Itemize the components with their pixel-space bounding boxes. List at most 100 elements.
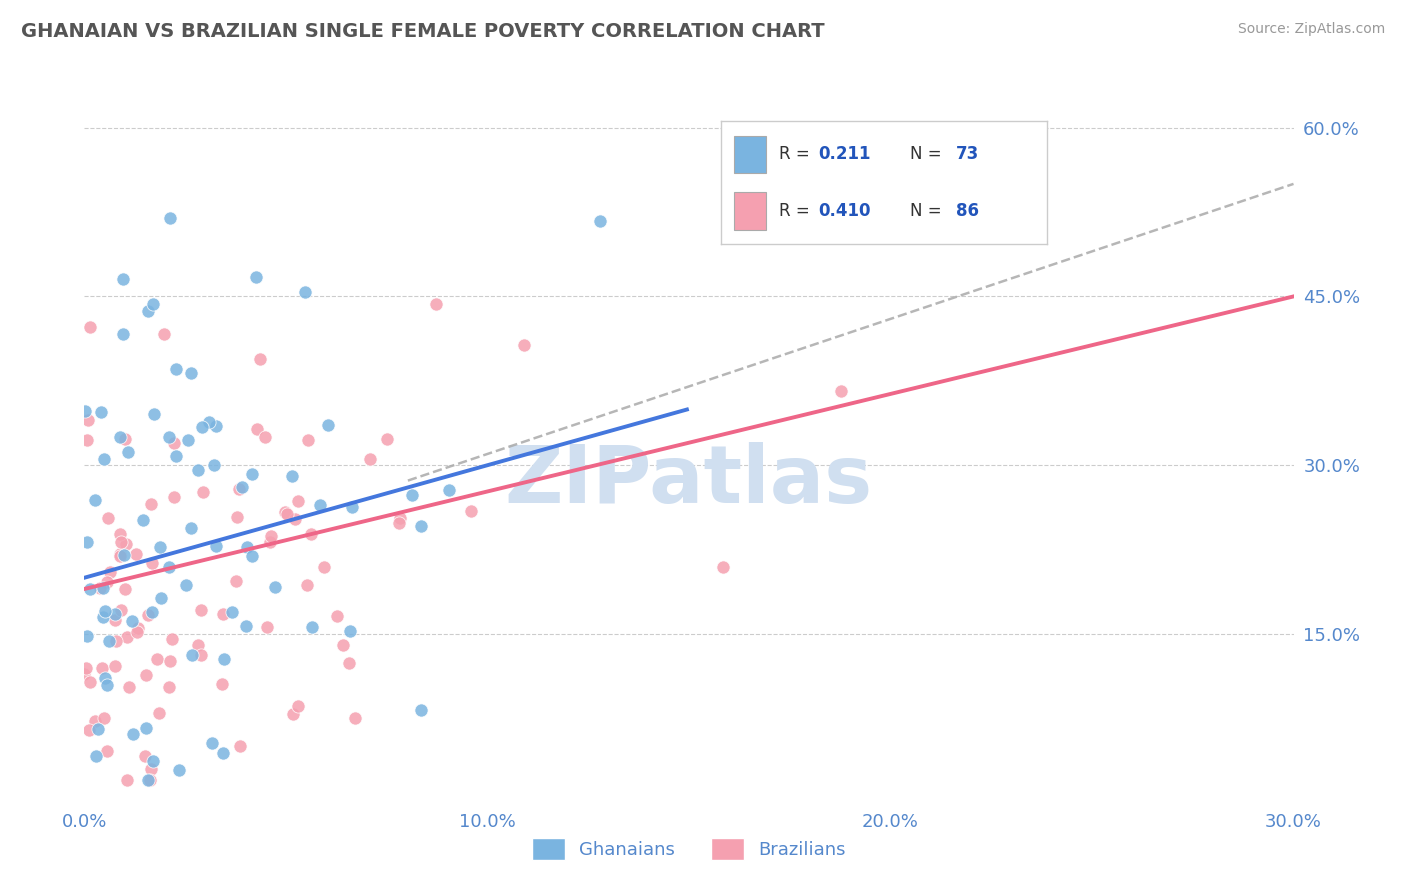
Ghanaians xyxy=(240,549,263,563)
Brazilians xyxy=(190,648,212,663)
Ghanaians xyxy=(91,609,114,624)
Ghanaians xyxy=(181,648,204,662)
Brazilians xyxy=(249,351,271,366)
Ghanaians xyxy=(96,678,118,692)
Ghanaians xyxy=(177,433,200,447)
Ghanaians xyxy=(111,272,134,286)
Ghanaians xyxy=(141,605,163,619)
Ghanaians xyxy=(280,468,302,483)
Brazilians xyxy=(153,327,176,342)
Ghanaians xyxy=(190,420,212,434)
Brazilians xyxy=(325,609,347,624)
Ghanaians xyxy=(316,417,339,432)
Brazilians xyxy=(145,652,167,666)
Brazilians xyxy=(114,582,136,596)
Text: N =: N = xyxy=(910,145,948,163)
Brazilians xyxy=(460,504,482,518)
Legend: Ghanaians, Brazilians: Ghanaians, Brazilians xyxy=(524,830,853,867)
Brazilians xyxy=(276,507,298,521)
Brazilians xyxy=(117,773,139,788)
Brazilians xyxy=(187,638,209,652)
Ghanaians xyxy=(98,633,121,648)
Ghanaians xyxy=(90,405,112,419)
Brazilians xyxy=(163,436,186,450)
Ghanaians xyxy=(340,500,363,514)
Brazilians xyxy=(287,698,309,713)
Ghanaians xyxy=(221,605,243,619)
Brazilians xyxy=(281,706,304,721)
Ghanaians xyxy=(212,746,235,760)
Brazilians xyxy=(274,505,297,519)
Brazilians xyxy=(76,433,98,447)
Brazilians xyxy=(211,677,233,691)
Ghanaians xyxy=(159,211,181,226)
Text: GHANAIAN VS BRAZILIAN SINGLE FEMALE POVERTY CORRELATION CHART: GHANAIAN VS BRAZILIAN SINGLE FEMALE POVE… xyxy=(21,22,825,41)
Text: R =: R = xyxy=(779,202,815,220)
Ghanaians xyxy=(180,521,202,535)
Ghanaians xyxy=(167,763,190,777)
Brazilians xyxy=(211,607,233,621)
Brazilians xyxy=(127,622,149,636)
Ghanaians xyxy=(339,624,361,638)
Brazilians xyxy=(110,603,132,617)
Text: R =: R = xyxy=(779,145,815,163)
Text: 73: 73 xyxy=(956,145,979,163)
Ghanaians xyxy=(204,539,226,553)
Brazilians xyxy=(337,656,360,670)
Ghanaians xyxy=(245,269,267,284)
Brazilians xyxy=(104,613,127,627)
Brazilians xyxy=(117,630,139,644)
Brazilians xyxy=(105,633,128,648)
Brazilians xyxy=(190,602,212,616)
Ghanaians xyxy=(87,722,110,736)
Brazilians xyxy=(98,565,121,579)
Brazilians xyxy=(104,659,127,673)
Ghanaians xyxy=(294,285,316,299)
Text: ZIPatlas: ZIPatlas xyxy=(505,442,873,520)
Brazilians xyxy=(97,511,120,525)
Brazilians xyxy=(141,497,163,511)
Brazilians xyxy=(830,384,852,399)
Brazilians xyxy=(287,494,309,508)
Brazilians xyxy=(229,739,252,753)
Ghanaians xyxy=(142,297,165,311)
Brazilians xyxy=(91,661,114,675)
Brazilians xyxy=(299,527,322,541)
Brazilians xyxy=(259,535,281,549)
Ghanaians xyxy=(437,483,460,498)
Brazilians xyxy=(108,547,131,561)
Text: N =: N = xyxy=(910,202,948,220)
Brazilians xyxy=(425,297,447,311)
Ghanaians xyxy=(202,458,225,472)
Ghanaians xyxy=(235,619,257,633)
Brazilians xyxy=(388,511,411,525)
Ghanaians xyxy=(263,580,285,594)
Brazilians xyxy=(344,711,367,725)
Brazilians xyxy=(253,430,276,444)
Ghanaians xyxy=(79,582,101,596)
Text: 0.410: 0.410 xyxy=(818,202,872,220)
Ghanaians xyxy=(84,748,107,763)
Ghanaians xyxy=(165,450,187,464)
Brazilians xyxy=(96,744,118,758)
Ghanaians xyxy=(94,672,117,686)
Brazilians xyxy=(160,632,183,647)
Brazilians xyxy=(79,319,101,334)
Brazilians xyxy=(110,535,132,549)
Brazilians xyxy=(141,556,163,570)
Ghanaians xyxy=(91,581,114,595)
Ghanaians xyxy=(111,326,134,341)
Ghanaians xyxy=(136,773,159,788)
Ghanaians xyxy=(201,736,224,750)
Ghanaians xyxy=(401,488,423,502)
Brazilians xyxy=(246,422,269,436)
Ghanaians xyxy=(165,361,187,376)
Brazilians xyxy=(226,510,249,524)
Ghanaians xyxy=(411,518,433,533)
Ghanaians xyxy=(143,408,166,422)
Brazilians xyxy=(297,578,319,592)
Ghanaians xyxy=(108,429,131,443)
Brazilians xyxy=(388,516,411,530)
Ghanaians xyxy=(112,548,135,562)
Brazilians xyxy=(73,667,96,681)
